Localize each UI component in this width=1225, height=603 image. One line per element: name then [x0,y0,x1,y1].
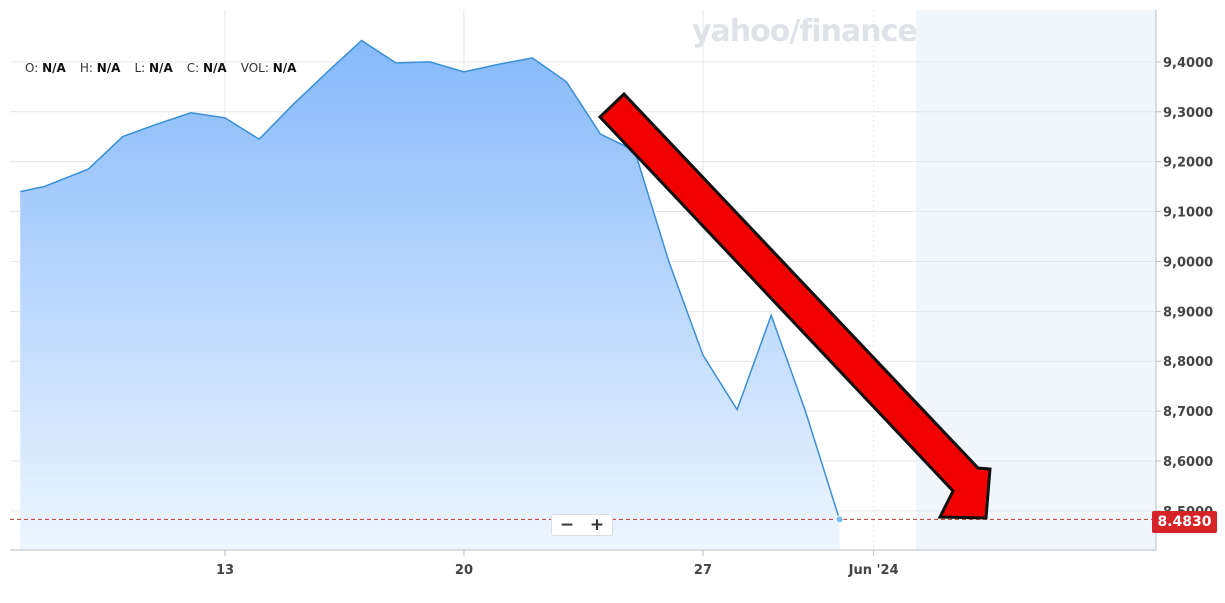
price-line [20,39,841,520]
last-price-badge: 8.4830 [1152,511,1217,533]
x-axis-ticks: 13 20 27 Jun '24 [216,550,899,578]
x-tick-label: 20 [455,563,473,578]
last-price-dot [835,515,844,524]
ohlc-high: H: N/A [79,61,121,75]
y-tick-label: 8,7000 [1163,405,1213,420]
y-tick-label: 9,1000 [1163,206,1213,221]
x-tick-label: Jun '24 [848,563,899,578]
y-tick-label: 9,3000 [1163,106,1213,121]
x-tick-label: 13 [216,563,234,578]
y-tick-label: 9,2000 [1163,156,1213,171]
price-area [20,40,840,551]
zoom-in-button[interactable]: + [589,515,605,535]
yahoo-finance-logo: yahoo/finance [692,14,918,49]
zoom-controls: − + [551,514,613,536]
ohlc-low: L: N/A [134,61,173,75]
trend-arrow-annotation [597,91,992,520]
y-tick-label: 8,9000 [1163,305,1213,320]
y-tick-label: 8,6000 [1163,455,1213,470]
ohlc-volume: VOL: N/A [240,61,297,75]
ohlc-open: O: N/A [25,61,66,75]
zoom-out-button[interactable]: − [559,515,575,535]
ohlc-close: C: N/A [186,61,227,75]
x-tick-label: 27 [694,563,712,578]
y-axis-ticks: 9,4000 9,3000 9,2000 9,1000 9,0000 8,9000 8,80… [1156,56,1213,520]
y-tick-label: 8,8000 [1163,355,1213,370]
ohlc-readout: O: N/A H: N/A L: N/A C: N/A VOL: N/A [25,61,296,75]
y-tick-label: 9,4000 [1163,56,1213,71]
y-tick-label: 9,0000 [1163,255,1213,270]
